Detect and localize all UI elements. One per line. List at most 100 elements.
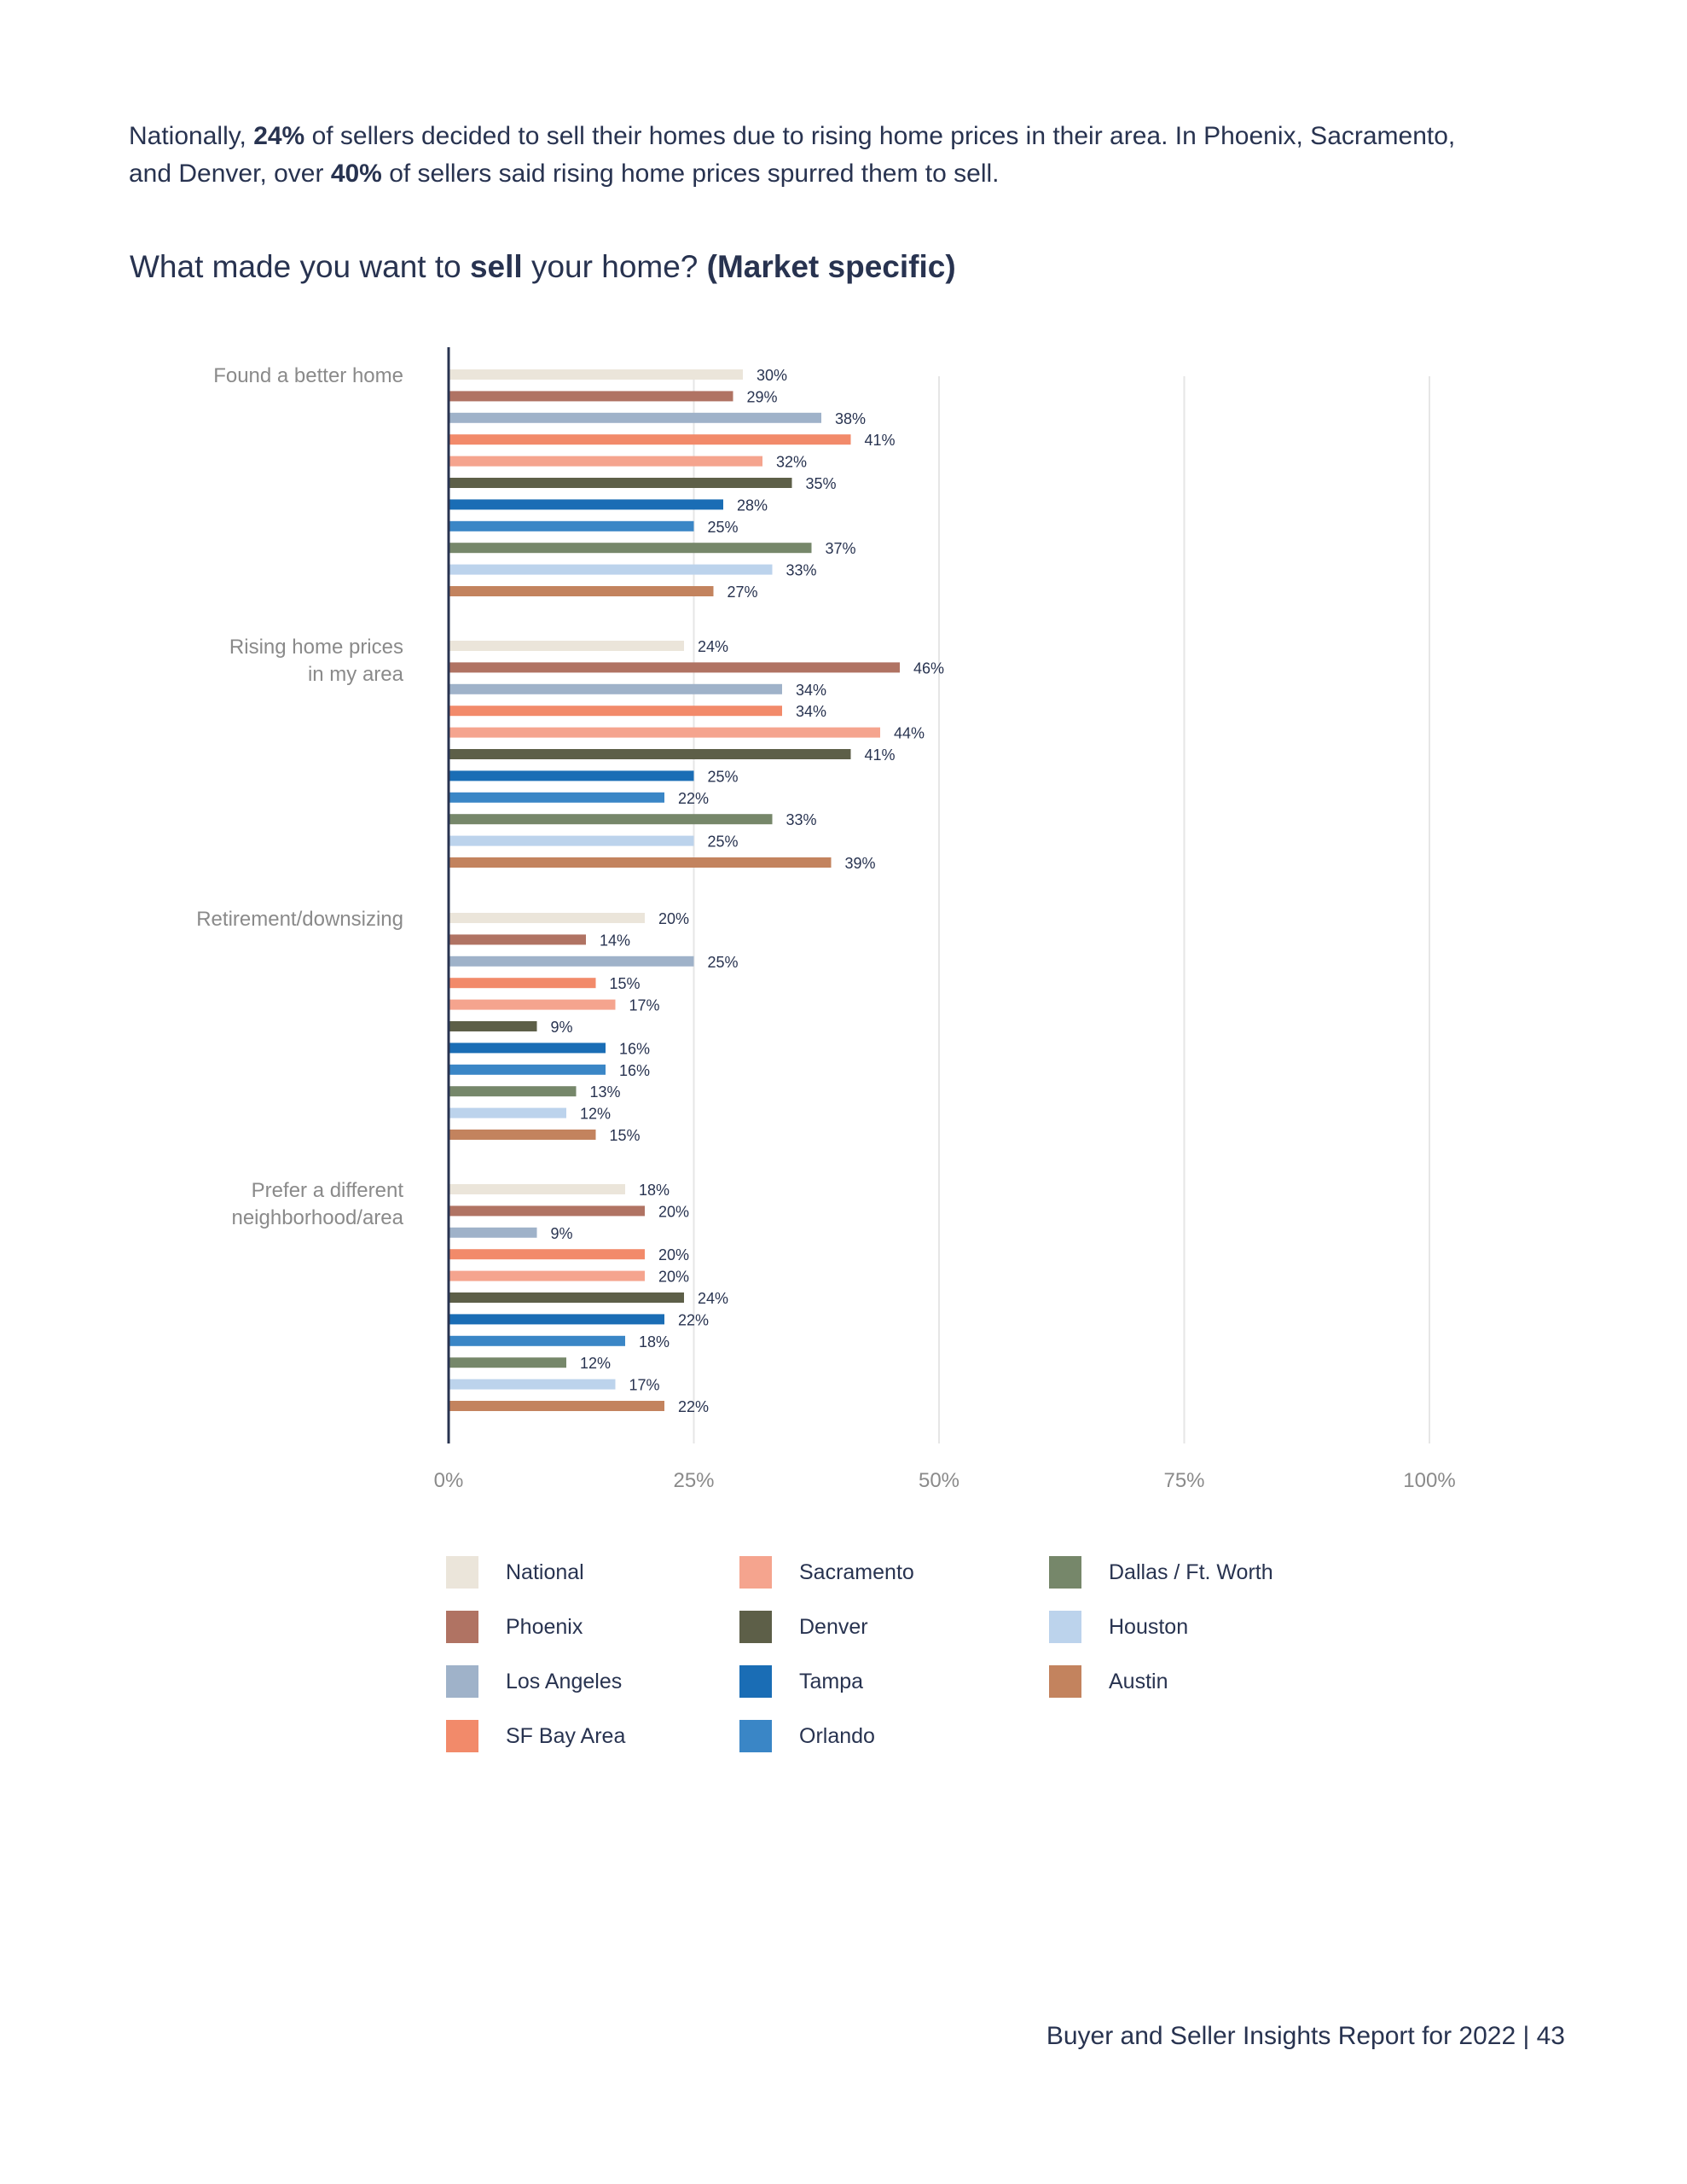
bar-austin <box>449 1130 596 1140</box>
bar-phoenix <box>449 662 900 673</box>
bar-houston <box>449 564 773 575</box>
bar-sacramento <box>449 456 762 467</box>
data-label: 25% <box>708 954 739 971</box>
legend-label: Phoenix <box>506 1614 583 1639</box>
bar-austin <box>449 857 832 868</box>
bar-denver <box>449 749 851 759</box>
bar-denver <box>449 478 792 488</box>
bar-denver <box>449 1292 684 1303</box>
data-label: 17% <box>629 997 660 1014</box>
bar-sacramento <box>449 1270 645 1281</box>
data-label: 25% <box>708 768 739 785</box>
legend-label: National <box>506 1560 584 1584</box>
legend-label: Houston <box>1109 1614 1189 1639</box>
legend-swatch <box>739 1665 772 1698</box>
data-label: 20% <box>658 1203 689 1220</box>
data-label: 12% <box>580 1106 611 1123</box>
data-label: 33% <box>786 811 817 828</box>
data-label: 14% <box>600 932 630 949</box>
data-label: 9% <box>551 1019 573 1036</box>
data-label: 22% <box>678 1398 709 1415</box>
data-label: 22% <box>678 1311 709 1328</box>
data-label: 15% <box>610 975 641 992</box>
bar-los-angeles <box>449 683 782 694</box>
bar-austin <box>449 586 714 596</box>
legend-swatch <box>446 1720 478 1752</box>
category-label: neighborhood/area <box>231 1206 403 1229</box>
bar-orlando <box>449 1064 606 1075</box>
data-label: 27% <box>728 584 758 601</box>
data-label: 41% <box>865 746 896 764</box>
data-label: 41% <box>865 432 896 449</box>
legend-item: Denver <box>739 1611 868 1643</box>
x-tick-label: 25% <box>673 1469 714 1492</box>
legend-label: Los Angeles <box>506 1669 623 1693</box>
legend-swatch <box>1049 1556 1081 1589</box>
bar-chart: 0% 25% 50% 75% 100% Found a better home 30% 29%… <box>196 347 1456 1492</box>
bar-tampa <box>449 1043 606 1054</box>
data-label: 38% <box>835 410 866 427</box>
intro-highlight: 40% <box>330 160 382 188</box>
intro-text: of sellers decided to sell their homes d… <box>129 122 1456 188</box>
data-label: 24% <box>698 638 728 655</box>
title-bold: (Market specific) <box>706 249 956 284</box>
bar-phoenix <box>449 391 733 402</box>
chart-title: What made you want to sell your home? (M… <box>130 249 956 285</box>
legend-item: Los Angeles <box>446 1665 622 1698</box>
bar-national <box>449 913 645 923</box>
bar-sf-bay-area <box>449 978 596 989</box>
data-label: 22% <box>678 790 709 807</box>
data-label: 29% <box>747 388 778 405</box>
data-label: 9% <box>551 1225 573 1242</box>
bar-los-angeles <box>449 956 694 967</box>
data-label: 44% <box>894 725 925 742</box>
legend-label: Sacramento <box>799 1560 914 1584</box>
bar-national <box>449 641 684 651</box>
legend-item: Austin <box>1049 1665 1168 1698</box>
page-footer: Buyer and Seller Insights Report for 202… <box>1046 2022 1565 2050</box>
bar-national <box>449 1184 625 1194</box>
title-bold: sell <box>469 249 523 284</box>
legend-label: Denver <box>799 1614 868 1639</box>
x-tick-label: 50% <box>919 1469 959 1492</box>
data-label: 30% <box>757 367 787 384</box>
data-label: 15% <box>610 1127 641 1144</box>
data-label: 24% <box>698 1290 728 1307</box>
category-label: in my area <box>308 663 404 686</box>
bar-sacramento <box>449 727 880 738</box>
data-label: 28% <box>737 497 768 514</box>
bar-sf-bay-area <box>449 1249 645 1260</box>
bar-tampa <box>449 499 723 510</box>
data-label: 18% <box>639 1182 670 1199</box>
data-label: 25% <box>708 519 739 536</box>
bar-orlando <box>449 520 694 531</box>
legend-swatch <box>739 1720 772 1752</box>
legend-item: Sacramento <box>739 1556 914 1589</box>
data-label: 17% <box>629 1377 660 1394</box>
bar-orlando <box>449 792 664 803</box>
bar-dallas-ft-worth <box>449 1086 577 1097</box>
data-label: 18% <box>639 1333 670 1350</box>
data-label: 12% <box>580 1355 611 1372</box>
title-text: your home? <box>522 249 707 284</box>
bar-dallas-ft-worth <box>449 814 773 825</box>
legend-swatch <box>739 1556 772 1589</box>
intro-highlight: 24% <box>253 122 305 150</box>
bar-dallas-ft-worth <box>449 1357 566 1368</box>
legend-item: Houston <box>1049 1611 1188 1643</box>
data-label: 20% <box>658 1269 689 1286</box>
x-tick-label: 75% <box>1163 1469 1204 1492</box>
legend-swatch <box>1049 1611 1081 1643</box>
data-label: 20% <box>658 910 689 927</box>
data-label: 32% <box>776 454 807 471</box>
legend-item: Phoenix <box>446 1611 583 1643</box>
bar-houston <box>449 1107 566 1118</box>
legend-item: Dallas / Ft. Worth <box>1049 1556 1273 1589</box>
intro-text: of sellers said rising home prices spurr… <box>381 160 1000 188</box>
data-label: 39% <box>845 855 876 872</box>
data-label: 34% <box>796 682 826 699</box>
x-tick-label: 0% <box>434 1469 464 1492</box>
bar-phoenix <box>449 934 586 945</box>
data-label: 35% <box>806 475 837 492</box>
legend-swatch <box>446 1665 478 1698</box>
